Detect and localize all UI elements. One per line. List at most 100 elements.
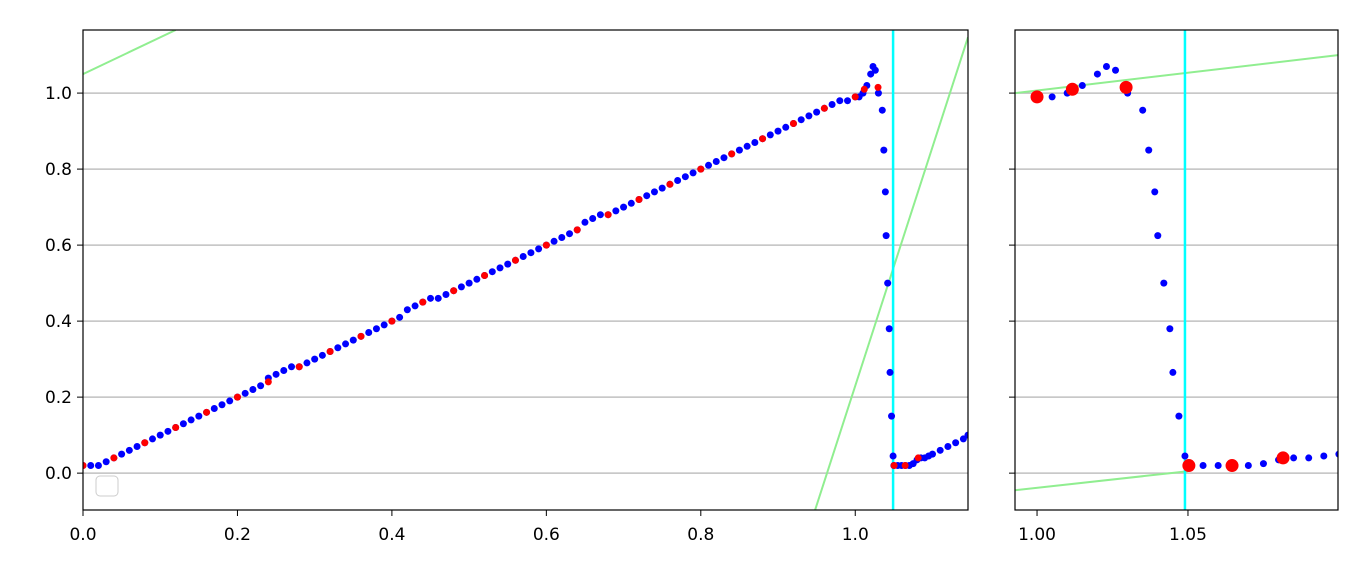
point xyxy=(705,161,713,169)
point xyxy=(504,260,512,268)
point xyxy=(936,446,944,454)
point xyxy=(257,382,265,390)
point xyxy=(813,108,821,116)
point xyxy=(852,112,859,119)
point xyxy=(188,196,195,203)
point xyxy=(164,427,172,435)
point xyxy=(519,253,527,261)
point xyxy=(158,200,165,207)
point xyxy=(264,378,272,386)
point xyxy=(558,234,566,242)
point xyxy=(627,199,635,207)
plot-area xyxy=(68,30,1338,510)
point xyxy=(952,439,960,447)
point xyxy=(681,173,689,181)
point xyxy=(910,102,923,115)
point xyxy=(1003,97,1010,104)
point xyxy=(914,454,922,462)
point xyxy=(888,412,896,420)
point xyxy=(280,367,288,375)
point xyxy=(581,218,589,226)
point xyxy=(118,450,126,458)
point xyxy=(1175,412,1183,420)
point xyxy=(427,294,435,302)
x-tick-label: 0.4 xyxy=(378,525,405,545)
point xyxy=(774,127,782,135)
point xyxy=(867,70,875,78)
point xyxy=(249,188,256,195)
point xyxy=(697,165,705,173)
point xyxy=(203,408,211,416)
reference-line xyxy=(814,36,968,510)
point xyxy=(641,139,648,146)
point xyxy=(372,325,380,333)
point xyxy=(1169,368,1177,376)
point xyxy=(759,135,767,143)
point xyxy=(762,124,769,131)
point xyxy=(1160,279,1168,287)
point xyxy=(1139,106,1147,114)
point xyxy=(520,154,527,161)
point xyxy=(668,132,681,145)
legend-box xyxy=(95,475,119,497)
point xyxy=(1112,66,1120,74)
point xyxy=(1154,232,1162,240)
point xyxy=(233,393,241,401)
y-tick-label: 0.6 xyxy=(45,236,72,256)
point xyxy=(874,89,882,97)
point xyxy=(611,143,618,150)
point xyxy=(1305,454,1313,462)
point xyxy=(596,211,604,219)
point xyxy=(249,386,257,394)
y-tick-label: 0.8 xyxy=(45,160,72,180)
point xyxy=(490,158,497,165)
point xyxy=(1151,188,1159,196)
point xyxy=(551,150,558,157)
point xyxy=(1225,459,1239,473)
point xyxy=(396,313,404,321)
x-tick-label: 1.05 xyxy=(1169,525,1207,545)
point xyxy=(68,211,75,218)
point xyxy=(743,142,751,150)
point xyxy=(535,245,543,253)
point xyxy=(1048,93,1056,101)
point xyxy=(548,147,561,160)
point xyxy=(460,162,467,169)
point xyxy=(365,329,373,337)
point xyxy=(612,207,620,215)
point xyxy=(83,462,87,470)
point xyxy=(878,106,886,114)
point xyxy=(1199,462,1207,470)
point xyxy=(643,192,651,200)
point xyxy=(658,184,666,192)
point xyxy=(473,275,481,283)
point xyxy=(836,97,844,105)
point xyxy=(701,131,708,138)
point xyxy=(1181,452,1189,460)
point xyxy=(149,435,157,443)
point xyxy=(125,446,133,454)
point xyxy=(357,332,365,340)
point xyxy=(1030,90,1044,104)
point xyxy=(805,112,813,120)
point xyxy=(527,249,535,257)
point xyxy=(172,424,180,432)
point xyxy=(465,279,473,287)
point xyxy=(133,443,141,451)
point xyxy=(566,230,574,238)
point xyxy=(1259,460,1267,468)
point xyxy=(226,397,234,405)
point xyxy=(488,268,496,276)
point xyxy=(434,294,442,302)
point xyxy=(1166,325,1174,333)
point xyxy=(689,169,697,177)
point xyxy=(309,181,316,188)
reference-line xyxy=(83,30,177,75)
point xyxy=(820,104,828,112)
point xyxy=(1290,454,1298,462)
point xyxy=(797,116,805,124)
point xyxy=(880,146,888,154)
point xyxy=(326,348,334,356)
point xyxy=(110,454,118,462)
